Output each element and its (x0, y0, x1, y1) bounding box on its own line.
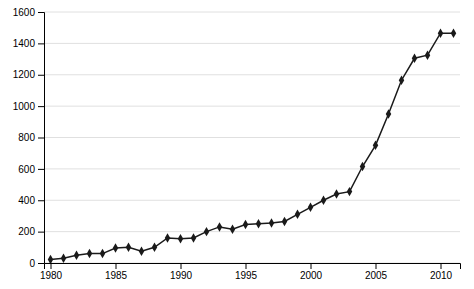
marker (295, 210, 300, 219)
tick-label: 1200 (13, 69, 36, 80)
tick: 200 (18, 226, 44, 237)
grid-line (44, 231, 460, 232)
marker (48, 255, 53, 263)
tick: 1985 (105, 263, 128, 281)
tick-mark (38, 263, 44, 264)
axis-line (38, 13, 45, 264)
tick-label: 800 (18, 132, 35, 143)
marker (126, 243, 131, 252)
marker (308, 203, 313, 212)
tick-mark (38, 106, 44, 107)
marker (152, 243, 157, 252)
grid-line (44, 12, 460, 13)
marker (256, 219, 261, 228)
marker (412, 54, 417, 63)
tick: 0 (29, 258, 44, 269)
marker (386, 109, 391, 118)
tick: 800 (18, 132, 44, 143)
marker (139, 246, 144, 255)
tick-mark (38, 12, 44, 13)
tick-mark (38, 232, 44, 233)
marker (269, 218, 274, 227)
tick-mark (38, 138, 44, 139)
marker (61, 254, 66, 263)
marker (178, 234, 183, 243)
tick-mark (441, 263, 442, 269)
line (51, 33, 454, 259)
tick-label: 2005 (365, 270, 388, 281)
tick-mark (51, 263, 52, 269)
grid-line (44, 106, 460, 107)
x-axis: 1980 1985 1990 1995 2000 2005 2010 (40, 263, 461, 281)
grid (44, 12, 460, 263)
tick-mark (38, 43, 44, 44)
y-axis: 0 200 400 600 800 1000 1200 1400 1600 (13, 7, 45, 269)
tick-label: 2000 (300, 270, 323, 281)
tick-label: 0 (29, 258, 35, 269)
tick: 1000 (13, 101, 44, 112)
series (48, 28, 456, 263)
tick-mark (181, 263, 182, 269)
grid-line (44, 200, 460, 201)
marker (282, 217, 287, 226)
tick-label: 1400 (13, 38, 36, 49)
tick-label: 1995 (235, 270, 258, 281)
marker (100, 249, 105, 258)
tick-mark (311, 263, 312, 269)
marker (113, 243, 118, 252)
tick: 1200 (13, 69, 44, 80)
tick-label: 2010 (430, 270, 453, 281)
tick: 2010 (430, 263, 453, 281)
tick: 1600 (13, 7, 44, 18)
chart: 1980 1985 1990 1995 2000 2005 2010 0 200 400 600 80… (0, 0, 474, 289)
tick-label: 1980 (40, 270, 63, 281)
tick-mark (116, 263, 117, 269)
grid-line (44, 168, 460, 169)
tick: 1400 (13, 38, 44, 49)
marker (373, 141, 378, 150)
tick-label: 1990 (170, 270, 193, 281)
tick-label: 1985 (105, 270, 128, 281)
marker (399, 75, 404, 84)
marker (321, 196, 326, 205)
marker (165, 233, 170, 242)
plot-area: 1980 1985 1990 1995 2000 2005 2010 0 200 400 600 80… (13, 7, 461, 281)
marker (217, 222, 222, 231)
marker (243, 220, 248, 229)
tick-label: 400 (18, 195, 35, 206)
tick: 2000 (300, 263, 323, 281)
tick: 1995 (235, 263, 258, 281)
tick: 1980 (40, 263, 63, 281)
tick-mark (246, 263, 247, 269)
marker (74, 250, 79, 259)
marker (191, 233, 196, 242)
marker (204, 227, 209, 236)
tick-label: 1000 (13, 101, 36, 112)
tick-label: 1600 (13, 7, 36, 18)
marker (347, 187, 352, 196)
tick-label: 600 (18, 164, 35, 175)
tick-mark (38, 169, 44, 170)
tick: 600 (18, 164, 44, 175)
grid-line (44, 43, 460, 44)
tick: 400 (18, 195, 44, 206)
tick-mark (38, 200, 44, 201)
marker (230, 225, 235, 234)
marker (451, 28, 456, 37)
marker (438, 28, 443, 37)
marker (360, 162, 365, 171)
tick: 2005 (365, 263, 388, 281)
marker (334, 189, 339, 198)
tick-mark (38, 75, 44, 76)
grid-line (44, 137, 460, 138)
marker (425, 50, 430, 59)
marker (87, 249, 92, 258)
tick-label: 200 (18, 226, 35, 237)
tick-mark (376, 263, 377, 269)
axis-line (45, 264, 461, 270)
tick: 1990 (170, 263, 193, 281)
grid-line (44, 74, 460, 75)
